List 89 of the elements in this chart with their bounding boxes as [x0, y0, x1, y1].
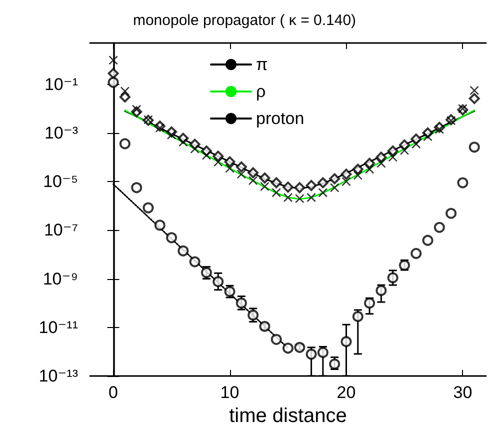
point [283, 192, 293, 202]
legend-label: proton [256, 109, 304, 128]
point [108, 76, 119, 88]
point [446, 208, 457, 219]
point [189, 256, 200, 268]
point [388, 152, 398, 162]
point [468, 142, 480, 153]
point [353, 170, 363, 180]
legend-label: π [256, 55, 268, 74]
point [411, 139, 421, 149]
point [248, 176, 258, 186]
x-tick-label: 30 [453, 383, 472, 402]
point [178, 245, 189, 256]
point [202, 150, 212, 160]
point [387, 146, 398, 157]
point [225, 164, 234, 173]
x-tick-label: 10 [220, 383, 240, 402]
point [212, 276, 224, 288]
point [272, 188, 282, 198]
point [364, 158, 376, 169]
point [178, 137, 188, 147]
point [364, 298, 376, 309]
y-tick-label: 10⁻⁹ [42, 269, 78, 288]
point [270, 177, 282, 188]
point [306, 180, 317, 191]
y-tick-label: 10⁻¹³ [38, 366, 78, 386]
y-tick-label: 10⁻¹ [44, 74, 78, 94]
point [282, 342, 294, 354]
point [212, 150, 224, 162]
point [376, 284, 387, 296]
chart-title: monopole propagator ( κ = 0.140) [132, 12, 356, 29]
point [340, 168, 352, 180]
point [434, 124, 444, 134]
point [457, 177, 468, 188]
point [213, 157, 223, 167]
point [468, 93, 480, 104]
point [294, 182, 306, 194]
point [470, 86, 480, 96]
point [318, 188, 328, 198]
point [142, 202, 154, 214]
point [236, 161, 247, 172]
point [270, 334, 282, 345]
point [190, 144, 200, 154]
y-tick-label: 10⁻³ [44, 123, 78, 142]
point [294, 194, 304, 204]
point [155, 123, 165, 133]
point [330, 183, 340, 192]
point [294, 342, 306, 353]
point [108, 56, 118, 65]
point [119, 138, 130, 150]
x-tick-label: 0 [108, 383, 118, 402]
point [317, 177, 328, 188]
point [364, 164, 374, 174]
y-tick-label: 10⁻⁷ [44, 220, 78, 240]
point [376, 158, 386, 168]
point [259, 320, 270, 332]
point [317, 346, 328, 358]
point [132, 104, 142, 114]
point [434, 222, 445, 233]
x-tick-label: 20 [336, 383, 356, 402]
point [352, 164, 364, 175]
y-tick-label: 10⁻⁵ [43, 172, 78, 192]
point [387, 272, 398, 284]
point [410, 248, 422, 259]
point [166, 130, 176, 140]
point [224, 156, 236, 168]
legend-label: ρ [256, 82, 266, 101]
point [154, 220, 166, 231]
x-axis-title: time distance [229, 405, 347, 427]
point [400, 146, 410, 156]
point [306, 348, 317, 360]
point [376, 152, 387, 163]
point [259, 172, 270, 184]
point [236, 170, 246, 179]
point [329, 173, 340, 184]
point [423, 132, 432, 142]
point [352, 311, 364, 322]
point [398, 139, 410, 150]
point [422, 234, 434, 246]
point [248, 167, 259, 178]
point [306, 192, 316, 202]
point [260, 182, 270, 192]
point [166, 232, 178, 244]
point [108, 68, 119, 79]
point [342, 176, 351, 186]
point [282, 182, 294, 193]
point [340, 336, 352, 348]
point [131, 182, 142, 194]
y-tick-label: 10⁻¹¹ [38, 318, 78, 337]
